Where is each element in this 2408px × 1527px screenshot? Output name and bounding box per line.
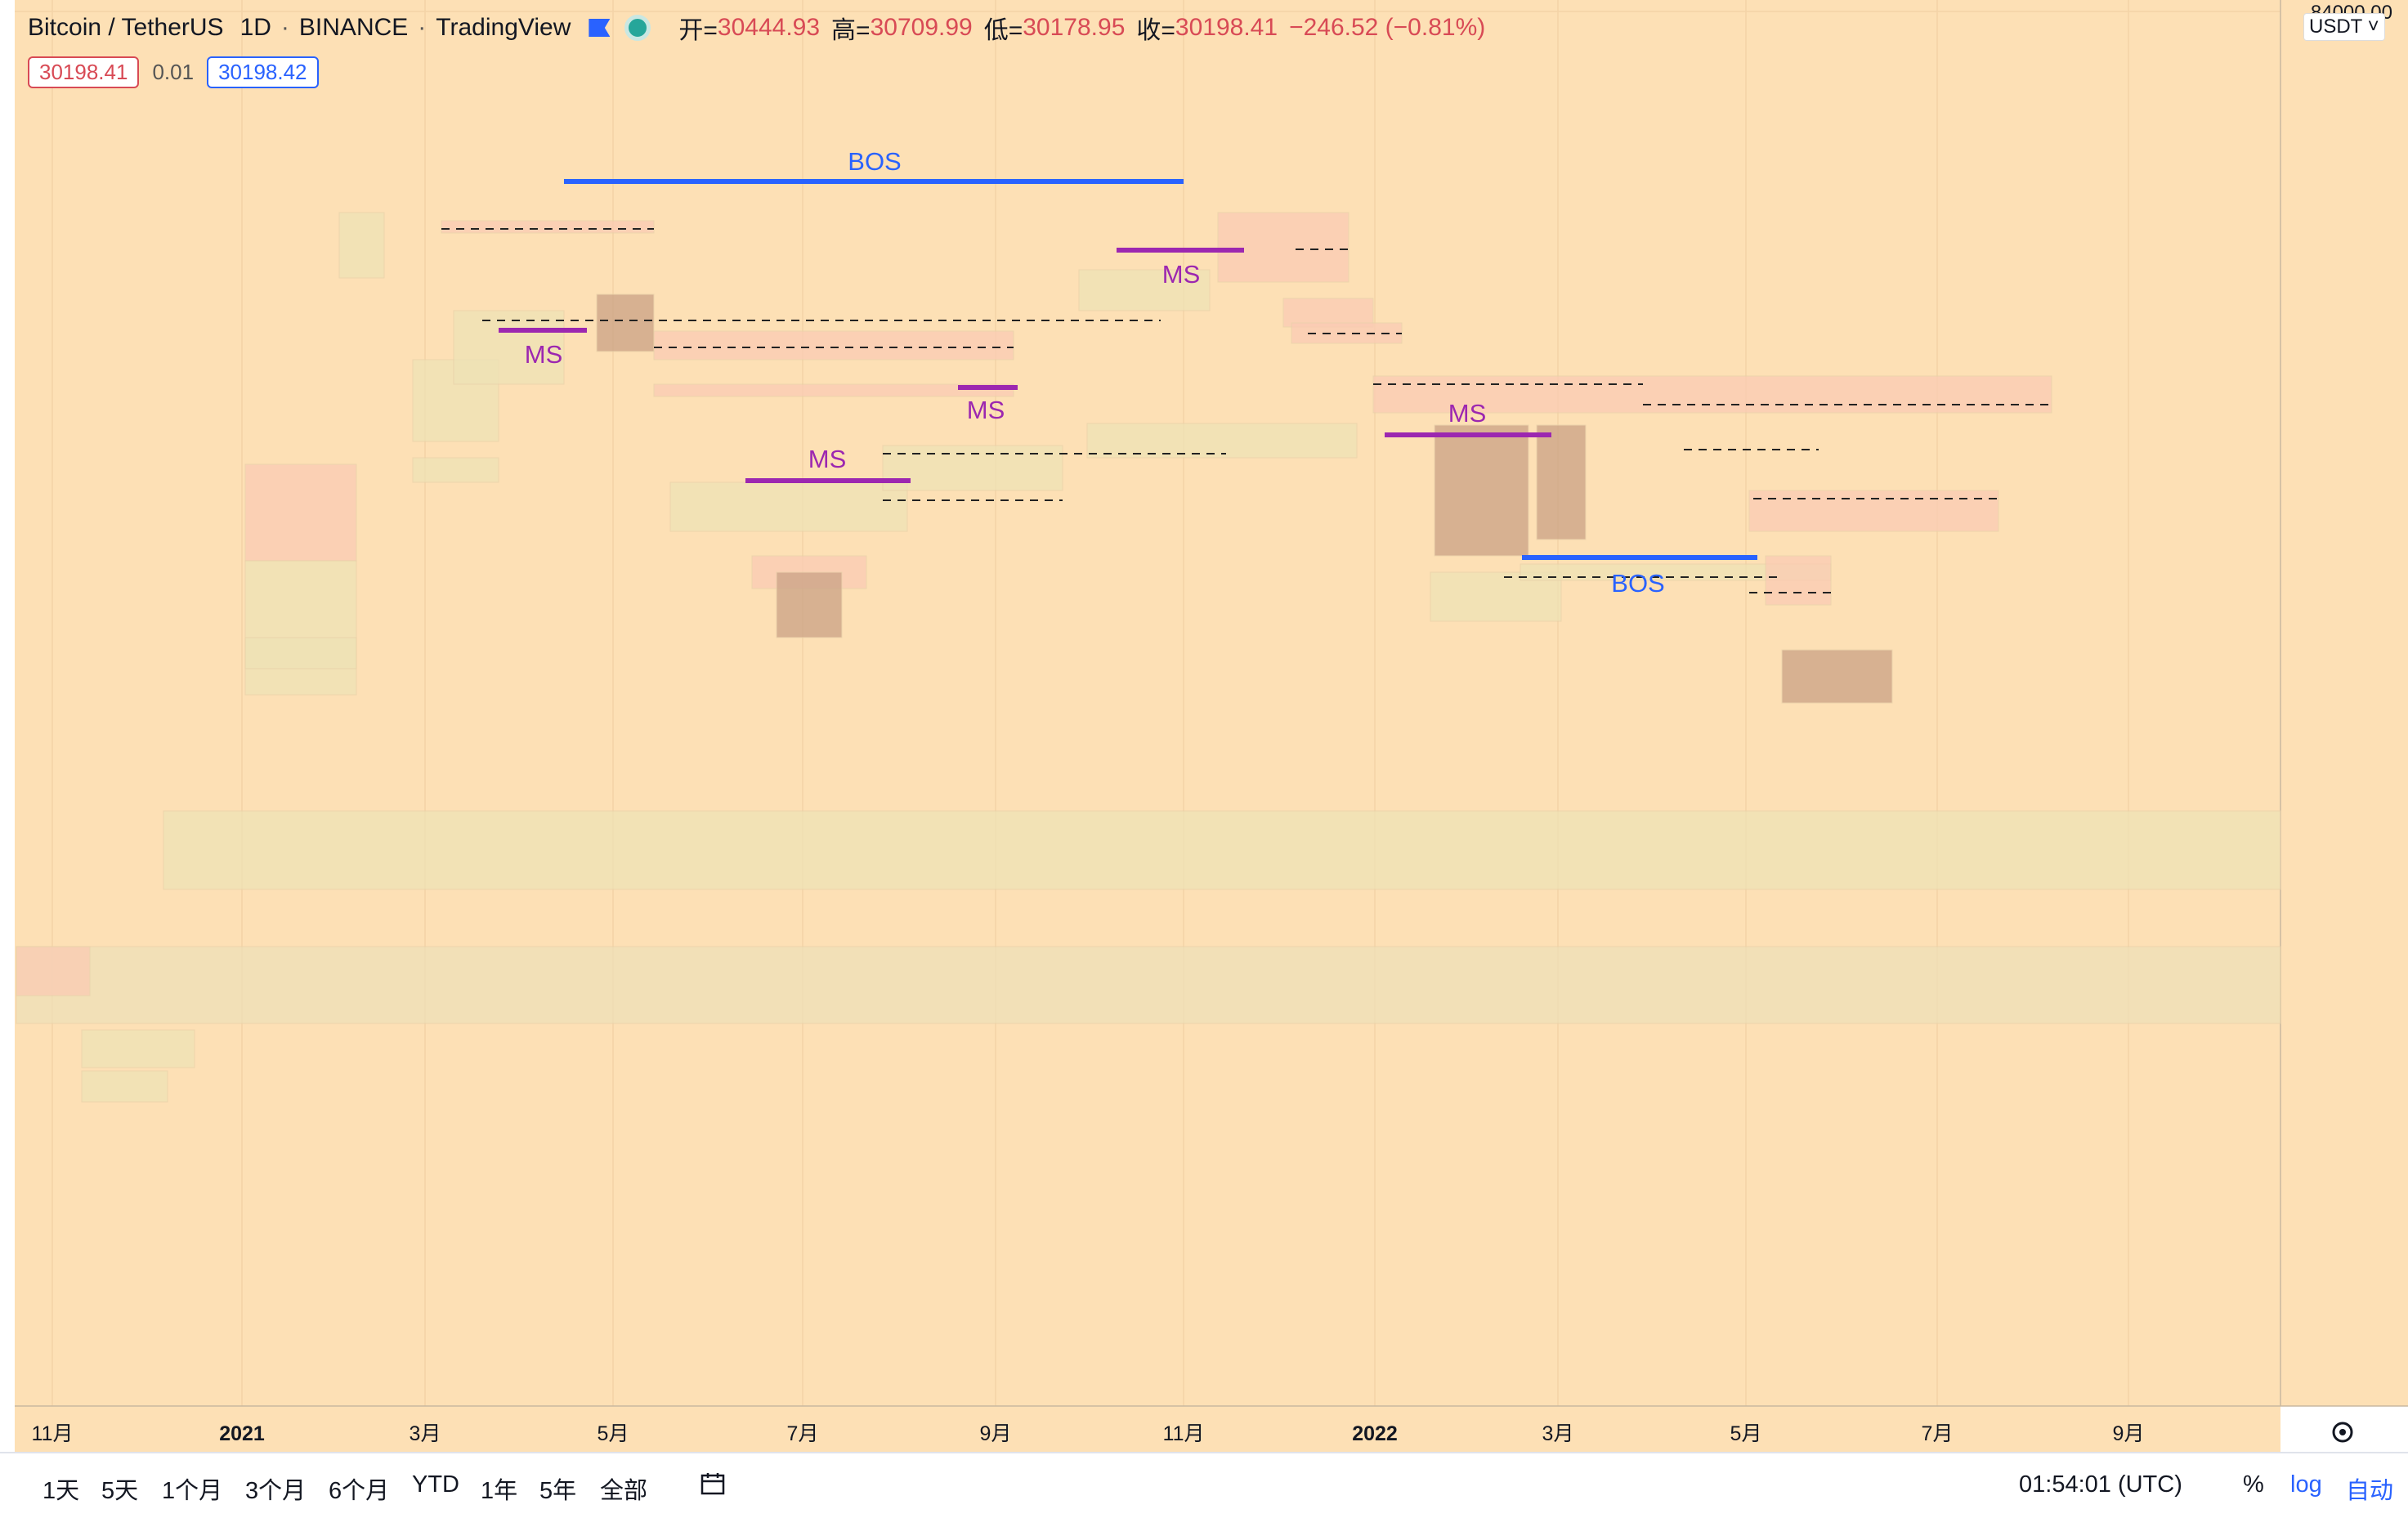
zone-box bbox=[453, 310, 565, 385]
interval[interactable]: 1D bbox=[239, 14, 271, 41]
x-tick-label: 7月 bbox=[1922, 1422, 1954, 1445]
zone-box bbox=[1282, 298, 1374, 328]
grid-lines bbox=[15, 0, 2280, 1406]
zone-box bbox=[244, 560, 357, 696]
timeframe-1m[interactable]: 1个月 bbox=[162, 1478, 223, 1504]
x-tick-label: 9月 bbox=[2113, 1422, 2145, 1445]
zone-box bbox=[1078, 269, 1211, 311]
ms-label: MS bbox=[808, 445, 847, 473]
x-tick-label: 9月 bbox=[980, 1422, 1012, 1445]
zone-box bbox=[596, 293, 655, 352]
time-axis-area bbox=[15, 1406, 2280, 1452]
x-tick-label: 5月 bbox=[598, 1422, 629, 1445]
zone-box bbox=[653, 330, 1014, 360]
zone-box bbox=[882, 445, 1063, 491]
zone-box bbox=[16, 946, 2281, 1024]
change-value: −246.52 (−0.81%) bbox=[1289, 14, 1486, 41]
sell-price-button[interactable]: 30198.41 bbox=[28, 56, 140, 88]
currency-select[interactable]: USDT ˅ bbox=[2303, 13, 2385, 41]
zone-box bbox=[412, 457, 499, 483]
exchange: BINANCE bbox=[298, 14, 409, 41]
utc-clock[interactable]: 01:54:01 (UTC) bbox=[2019, 1471, 2182, 1498]
zone-box bbox=[669, 481, 908, 532]
x-tick-label: 2022 bbox=[1352, 1422, 1398, 1445]
gear-hub bbox=[2339, 1429, 2346, 1435]
symbol-name[interactable]: Bitcoin / TetherUS bbox=[28, 14, 224, 41]
high-label: 高= bbox=[831, 17, 871, 44]
source: TradingView bbox=[436, 14, 571, 41]
zone-box bbox=[244, 637, 357, 669]
zone-box bbox=[1372, 375, 2052, 414]
x-tick-label: 11月 bbox=[32, 1422, 74, 1445]
gear-ring bbox=[2332, 1422, 2353, 1443]
zone-box bbox=[1748, 490, 1999, 532]
zone-box bbox=[16, 946, 91, 996]
settings-gear-icon[interactable] bbox=[2332, 1422, 2353, 1443]
zone-box bbox=[1781, 649, 1893, 704]
log-toggle[interactable]: log bbox=[2290, 1471, 2322, 1498]
timeframe-ytd[interactable]: YTD bbox=[412, 1471, 459, 1498]
zone-box bbox=[441, 220, 655, 234]
zone-box bbox=[338, 212, 385, 279]
flag-icon[interactable] bbox=[589, 19, 611, 37]
x-tick-label: 5月 bbox=[1730, 1422, 1762, 1445]
x-tick-label: 3月 bbox=[410, 1422, 441, 1445]
x-tick-label: 7月 bbox=[787, 1422, 819, 1445]
trade-price-boxes: 30198.41 0.01 30198.42 bbox=[28, 56, 319, 88]
price-axis-area bbox=[2280, 0, 2408, 1406]
zones bbox=[16, 212, 2281, 1103]
zone-box bbox=[1217, 212, 1349, 283]
x-tick-label: 2021 bbox=[219, 1422, 265, 1445]
plot-area bbox=[15, 0, 2280, 1406]
ms-label: MS bbox=[1162, 260, 1201, 289]
zone-box bbox=[1765, 555, 1832, 606]
zone-box bbox=[1086, 423, 1358, 459]
timeframe-5y[interactable]: 5年 bbox=[539, 1478, 577, 1504]
zone-box bbox=[1434, 424, 1529, 557]
chevron-down-icon: ˅ bbox=[2361, 16, 2379, 38]
close-value: 30198.41 bbox=[1175, 14, 1278, 41]
timeframe-1d[interactable]: 1天 bbox=[43, 1478, 80, 1504]
high-value: 30709.99 bbox=[870, 14, 973, 41]
timeframe-6m[interactable]: 6个月 bbox=[329, 1478, 390, 1504]
x-tick-label: 11月 bbox=[1163, 1422, 1205, 1445]
percent-toggle[interactable]: % bbox=[2243, 1471, 2264, 1498]
chart-canvas[interactable]: 84000.0076000.0068500.0063500.0057500.00… bbox=[0, 0, 2408, 1452]
timeframe-5d[interactable]: 5天 bbox=[101, 1478, 139, 1504]
spread: 0.01 bbox=[152, 59, 195, 84]
x-tick-label: 3月 bbox=[1542, 1422, 1574, 1445]
bottom-toolbar: 1天 5天 1个月 3个月 6个月 YTD 1年 5年 全部 01:54:01 … bbox=[0, 1452, 2408, 1527]
low-label: 低= bbox=[983, 17, 1023, 44]
ms-label: MS bbox=[967, 396, 1005, 424]
bos-label: BOS bbox=[848, 147, 901, 176]
ms-label: MS bbox=[1448, 399, 1487, 428]
low-value: 30178.95 bbox=[1023, 14, 1126, 41]
close-label: 收= bbox=[1136, 17, 1175, 44]
zone-box bbox=[81, 1070, 168, 1103]
symbol-legend: Bitcoin / TetherUS 1D · BINANCE · Tradin… bbox=[28, 10, 1485, 46]
timeframe-all[interactable]: 全部 bbox=[600, 1478, 648, 1504]
ms-label: MS bbox=[525, 340, 563, 369]
zone-box bbox=[81, 1029, 195, 1068]
buy-price-button[interactable]: 30198.42 bbox=[207, 56, 319, 88]
currency-label: USDT bbox=[2309, 16, 2362, 38]
timeframe-3m[interactable]: 3个月 bbox=[245, 1478, 307, 1504]
timeframe-1y[interactable]: 1年 bbox=[481, 1478, 518, 1504]
calendar-range-icon[interactable] bbox=[700, 1471, 727, 1496]
zone-box bbox=[653, 383, 1014, 397]
bos-label: BOS bbox=[1611, 569, 1664, 598]
zone-box bbox=[776, 571, 843, 638]
zone-box bbox=[1536, 424, 1587, 540]
zone-box bbox=[244, 463, 357, 562]
market-open-icon bbox=[624, 15, 651, 41]
open-label: 开= bbox=[678, 17, 718, 44]
auto-toggle[interactable]: 自动 bbox=[2346, 1478, 2394, 1504]
open-value: 30444.93 bbox=[717, 14, 821, 41]
zone-box bbox=[163, 810, 2281, 890]
